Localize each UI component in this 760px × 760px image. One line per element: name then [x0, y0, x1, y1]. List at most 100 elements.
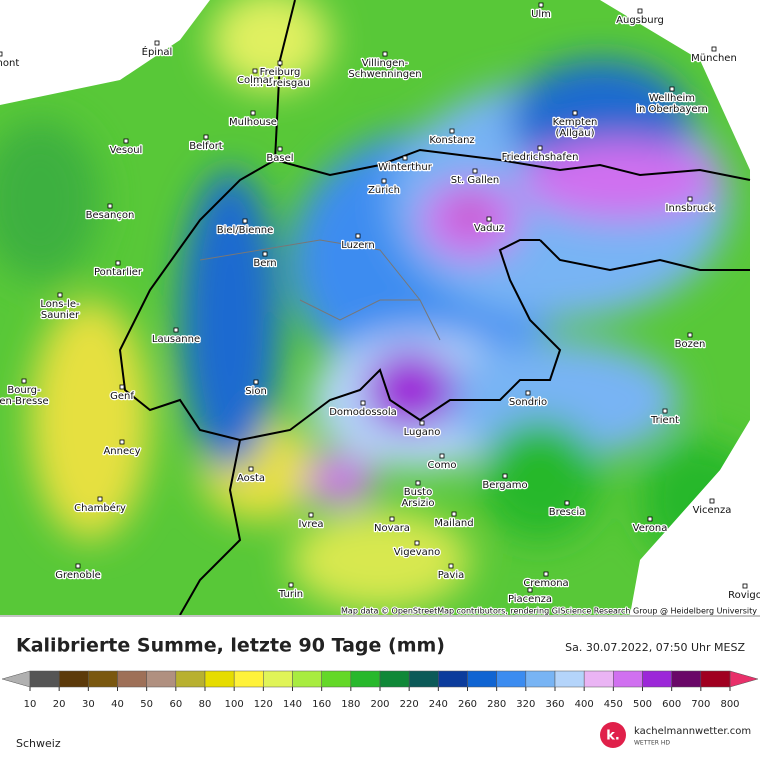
- city-label: Genf: [110, 391, 134, 402]
- legend: 10 20 30 40 50 60 80 100 120 140 160 180 200 220 240 26…: [1, 670, 759, 710]
- city-marker: [402, 155, 408, 161]
- legend-tick-label: 800: [720, 699, 739, 710]
- brand-logo-text: k.: [606, 729, 620, 744]
- city-label: Vesoul: [110, 145, 143, 156]
- city-label: Saunier: [41, 310, 80, 321]
- legend-swatch: [496, 670, 527, 688]
- city-marker: [123, 138, 129, 144]
- legend-swatch: [613, 670, 643, 688]
- legend-tick-label: 30: [82, 699, 95, 710]
- legend-tick-label: 160: [312, 699, 331, 710]
- legend-tick-label: 400: [575, 699, 594, 710]
- legend-tick-label: 240: [429, 699, 448, 710]
- city-label: in Oberbayern: [636, 104, 708, 115]
- city-label: Luzern: [341, 240, 374, 251]
- city-label: Innsbruck: [666, 203, 715, 214]
- legend-swatch: [700, 670, 731, 688]
- city-label: Piacenza: [508, 594, 552, 605]
- legend-swatch: [671, 670, 702, 688]
- city-marker: [21, 378, 27, 384]
- city-marker: [107, 203, 113, 209]
- legend-tick-label: 120: [254, 699, 273, 710]
- city-label: Friedrichshafen: [502, 152, 579, 163]
- city-label: Bozen: [675, 339, 706, 350]
- legend-swatch: [88, 670, 118, 688]
- city-label: Busto: [404, 487, 432, 498]
- legend-tick-label: 100: [225, 699, 244, 710]
- city-marker: [543, 571, 549, 577]
- legend-tick-label: 20: [53, 699, 66, 710]
- city-label: Wellheim: [649, 93, 695, 104]
- legend-swatch: [292, 670, 322, 688]
- legend-swatch: [175, 670, 206, 688]
- city-label: Basel: [266, 153, 293, 164]
- city-marker: [382, 51, 388, 57]
- city-marker: [277, 146, 283, 152]
- city-label: Schwenningen: [348, 69, 421, 80]
- legend-swatch: [467, 670, 497, 688]
- city-marker: [742, 583, 748, 589]
- legend-tick-label: 40: [111, 699, 124, 710]
- city-label: Bern: [253, 258, 276, 269]
- city-marker: [250, 110, 256, 116]
- city-label: Aosta: [237, 473, 265, 484]
- city-label: Novara: [374, 523, 410, 534]
- legend-swatch: [583, 670, 614, 688]
- city-marker: [448, 563, 454, 569]
- city-marker: [472, 168, 478, 174]
- city-marker: [97, 496, 103, 502]
- legend-tick-label: 320: [516, 699, 535, 710]
- legend-swatch: [642, 670, 672, 688]
- legend-swatch: [408, 670, 439, 688]
- region-borders: [199, 239, 441, 341]
- city-marker: [439, 453, 445, 459]
- city-marker: [414, 540, 420, 546]
- legend-tick-label: 140: [283, 699, 302, 710]
- legend-swatch: [146, 670, 177, 688]
- city-label: Vaduz: [474, 223, 504, 234]
- city-label: Épinal: [142, 45, 173, 58]
- city-marker: [538, 2, 544, 8]
- city-marker: [0, 51, 3, 57]
- legend-tick-label: 220: [400, 699, 419, 710]
- city-marker: [711, 46, 717, 52]
- legend-swatch: [263, 670, 293, 688]
- legend-tick-label: 700: [691, 699, 710, 710]
- city-marker: [647, 516, 653, 522]
- city-marker: [262, 251, 268, 257]
- city-label: Zürich: [368, 185, 400, 196]
- title: Kalibrierte Summe, letzte 90 Tage (mm): [16, 635, 445, 657]
- city-marker: [486, 216, 492, 222]
- city-marker: [242, 218, 248, 224]
- city-label: Belfort: [189, 141, 223, 152]
- city-label: Lausanne: [152, 334, 200, 345]
- city-marker: [288, 582, 294, 588]
- city-label: Rovigo: [728, 590, 760, 601]
- city-label: St. Gallen: [451, 175, 500, 186]
- city-label: Augsburg: [616, 15, 664, 26]
- city-marker: [389, 516, 395, 522]
- city-label: Como: [428, 460, 457, 471]
- city-label: Kempten: [553, 117, 598, 128]
- city-marker: [687, 196, 693, 202]
- city-marker: [154, 40, 160, 46]
- legend-tick-label: 360: [545, 699, 564, 710]
- precip-layer: [0, 0, 750, 615]
- city-marker: [415, 480, 421, 486]
- city-label: Villingen-: [362, 58, 409, 69]
- legend-swatch: [525, 670, 556, 688]
- city-label: Konstanz: [429, 135, 474, 146]
- city-label: Lugano: [404, 427, 441, 438]
- city-marker: [119, 439, 125, 445]
- legend-swatch: [379, 670, 410, 688]
- city-label: Vicenza: [693, 505, 732, 516]
- city-label: Arsizio: [401, 498, 434, 509]
- city-label: Chambéry: [74, 502, 126, 514]
- city-label: Sondrio: [509, 397, 547, 408]
- city-label: aumont: [0, 58, 19, 69]
- legend-swatch: [204, 670, 235, 688]
- city-marker: [253, 379, 259, 385]
- legend-tick-label: 280: [487, 699, 506, 710]
- legend-tick-label: 10: [24, 699, 37, 710]
